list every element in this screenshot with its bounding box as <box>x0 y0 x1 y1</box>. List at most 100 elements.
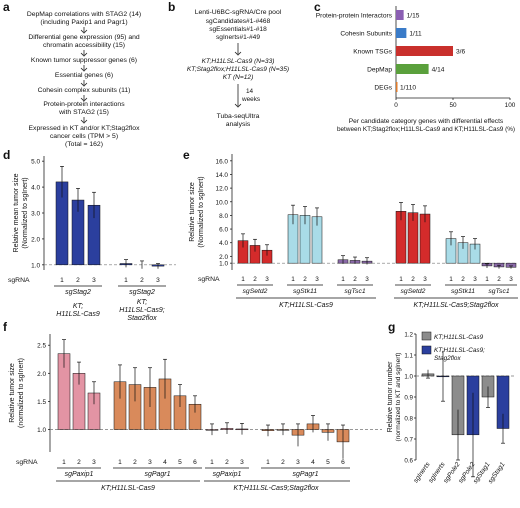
sgrna-number: 5 <box>326 459 330 466</box>
bar <box>396 46 453 56</box>
group-gene-label: sgStag2 <box>65 289 91 296</box>
sgrna-number: 2 <box>461 276 465 283</box>
legend-label: Stag2flox <box>434 355 461 362</box>
group-gene-label: sgStag2 <box>129 289 155 296</box>
weeks-label: weeks <box>241 96 260 103</box>
y-tick-label: 3.0 <box>31 211 40 218</box>
bar <box>396 64 429 74</box>
group-gene-label: sgSetd2 <box>243 288 268 295</box>
panel-e-chart: 1.02.0 4.0 6.0 8.0 10.0 12.0 14.0 16.0 Relative … <box>189 154 518 309</box>
flow-arrow-head <box>234 51 242 56</box>
sgrna-number: 2 <box>353 276 357 283</box>
flow-text: cancer cells (TPM > 5) <box>50 133 118 140</box>
category-label: DEGs <box>374 85 392 92</box>
x-tick-label: 0 <box>394 102 398 109</box>
sg-candidates: sgCandidates#1-#468 <box>206 18 271 25</box>
sgrna-number: 1 <box>485 276 489 283</box>
genotype-label: KT;H11LSL-Cas9 <box>279 302 333 309</box>
genotype-label: KT;H11LSL-Cas9;Stag2flox <box>234 485 319 492</box>
genotype-label: KT;H11LSL-Cas9;Stag2flox <box>414 302 499 309</box>
y-tick-label: 2.0 <box>31 236 40 243</box>
y-tick-label: 0.7 <box>404 437 413 444</box>
panel-label-c: c <box>314 0 321 14</box>
group-gene-label: sgPaxip1 <box>213 471 242 478</box>
panel-label-e: e <box>183 148 190 162</box>
sgrna-number: 1 <box>266 459 270 466</box>
flow-text: (Total = 162) <box>65 141 103 148</box>
sgrna-number: 1 <box>341 276 345 283</box>
sgrna-number: 3 <box>265 276 269 283</box>
sgrna-number: 3 <box>148 459 152 466</box>
y-tick-label: 1.0 <box>31 262 40 269</box>
sgrna-number: 3 <box>240 459 244 466</box>
legend-swatch <box>421 345 432 355</box>
y-tick-label: 2.0 <box>37 371 46 378</box>
sgrna-number: 2 <box>281 459 285 466</box>
pool-title: Lenti-U6BC-sgRNA/Cre pool <box>195 9 282 16</box>
y-tick-label: 10.0 <box>216 199 229 206</box>
legend-swatch <box>421 331 432 341</box>
category-label: Protein-protein Interactors <box>316 13 393 20</box>
data-label: 3/6 <box>456 49 465 56</box>
group-gene-label: sgTsc1 <box>488 288 510 295</box>
sgrna-number: 2 <box>411 276 415 283</box>
panel-g-chart: 0.6 0.7 0.8 0.9 1.0 1.1 1.2 Relative tumor numb… <box>387 331 516 485</box>
sg-essentials: sgEssentials#1-#18 <box>209 26 267 33</box>
sgrna-number: 4 <box>311 459 315 466</box>
flow-arrow-head <box>80 29 88 34</box>
y-tick-label: 5.0 <box>31 159 40 166</box>
bar <box>396 82 398 92</box>
sgrna-number: 3 <box>92 277 96 284</box>
panel-d-chart: 1.0 2.0 3.0 4.0 5.0 Relative mean tumor size(… <box>8 156 176 320</box>
panel-label-a: a <box>3 0 10 14</box>
x-axis-title-2: between KT;Stag2flox;H11LSL-Cas9 and KT;… <box>337 126 515 133</box>
panel-label-d: d <box>3 148 11 162</box>
panel-a: DepMap correlations with STAG2 (14)(incl… <box>27 11 141 148</box>
sgrna-number: 5 <box>178 459 182 466</box>
y-axis-title-2: (normalized to KT and sgInert) <box>395 353 402 442</box>
group-gene-label: sgSetd2 <box>401 288 426 295</box>
panel-label-g: g <box>388 320 396 334</box>
y-tick-label: 1.0 <box>37 427 46 434</box>
flow-text: with STAG2 (15) <box>58 109 109 116</box>
sgrna-number: 3 <box>92 459 96 466</box>
sgrna-number: 1 <box>62 459 66 466</box>
y-tick-label: 1.0 <box>219 261 228 268</box>
y-axis-title: Relative mean tumor size <box>13 173 20 252</box>
sg-inerts: sgInerts#1-#49 <box>216 34 260 41</box>
sgrna-number: 3 <box>509 276 513 283</box>
flow-text: Cohesin complex subunits (11) <box>38 87 131 94</box>
sgrna-number: 3 <box>296 459 300 466</box>
x-tick-label: 100 <box>505 102 516 109</box>
sgrna-number: 2 <box>76 277 80 284</box>
sgrna-number: 3 <box>473 276 477 283</box>
genotype-label: KT; <box>73 303 83 310</box>
y-tick-label: 1.0 <box>404 374 413 381</box>
sgrna-label: sgRNA <box>8 277 30 284</box>
sgrna-number: 1 <box>241 276 245 283</box>
cohort-2: KT;Stag2flox;H11LSL-Cas9 (N=35) <box>187 66 289 73</box>
sgrna-number: 2 <box>77 459 81 466</box>
cohort-1: KT;H11LSL-Cas9 (N=33) <box>202 58 275 65</box>
flow-arrow-head <box>80 119 88 124</box>
legend-label: KT;H11LSL-Cas9 <box>434 334 484 341</box>
panel-label-f: f <box>3 320 7 334</box>
flow-arrow-head <box>80 97 88 102</box>
y-tick-label: 8.0 <box>219 213 228 220</box>
y-axis-title-2: (Normalized to sgInert) <box>198 176 205 247</box>
group-gene-label: sgStk11 <box>451 288 475 295</box>
analysis: analysis <box>226 121 251 128</box>
sgrna-number: 2 <box>253 276 257 283</box>
sgrna-number: 6 <box>193 459 197 466</box>
panel-label-b: b <box>168 0 176 14</box>
sgrna-number: 1 <box>449 276 453 283</box>
bar <box>396 28 407 38</box>
x-axis-title: Per candidate category genes with differ… <box>349 118 504 125</box>
flow-text: Protein-protein interactions <box>43 101 125 108</box>
y-tick-label: 12.0 <box>216 186 229 193</box>
y-tick-label: 4.0 <box>219 240 228 247</box>
sgrna-number: 6 <box>341 459 345 466</box>
sgrna-number: 2 <box>303 276 307 283</box>
flow-text: Expressed in KT and/or KT;Stag2flox <box>29 125 141 132</box>
flow-arrow-head <box>80 67 88 72</box>
